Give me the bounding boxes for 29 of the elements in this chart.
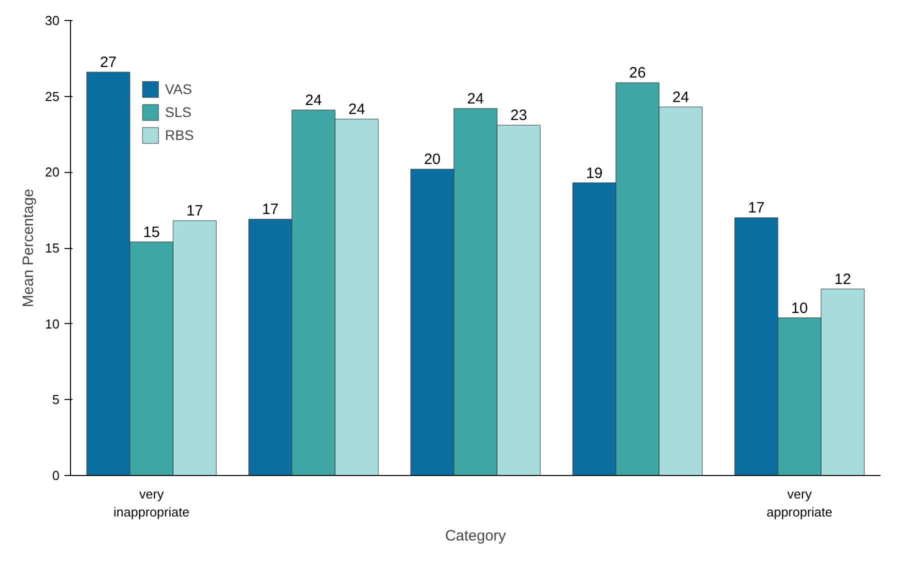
x-tick-label: very inappropriate [114,486,190,520]
data-label: 12 [834,270,852,288]
y-tick-label: 10 [45,316,60,332]
data-label: 24 [305,92,322,109]
y-tick-label: 20 [45,164,60,180]
legend-label: VAS [165,81,192,97]
x-tick-label: very appropriate [766,486,832,520]
data-label: 24 [467,90,484,108]
data-label: 17 [186,202,204,220]
data-label: 15 [143,224,160,241]
y-tick-label: 0 [52,468,60,483]
data-label: 26 [629,64,646,82]
data-label: 17 [748,200,765,217]
data-label: 24 [672,88,690,106]
y-axis-title: Mean Percentage [20,188,38,308]
y-tick-label: 25 [45,88,60,104]
data-label: 27 [100,54,117,72]
legend-label: RBS [165,127,194,143]
y-tick-label: 15 [45,240,60,256]
y-tick-label: 30 [45,13,60,28]
data-label: 17 [262,201,279,218]
x-axis-title: Category [445,528,506,544]
data-label: 19 [586,164,603,182]
data-label: 24 [348,101,366,118]
legend-label: SLS [165,104,192,120]
data-label: 23 [510,107,528,124]
data-label: 20 [424,151,441,168]
y-tick-label: 5 [52,392,60,408]
data-label: 10 [791,300,808,317]
